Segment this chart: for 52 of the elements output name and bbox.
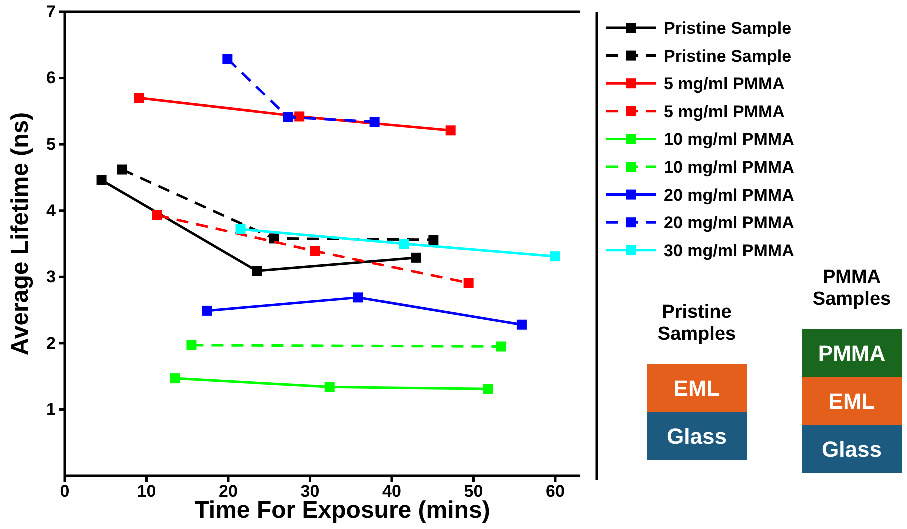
point	[412, 252, 422, 263]
text: Glass	[822, 437, 882, 462]
point	[550, 252, 560, 262]
point	[446, 126, 456, 136]
y-tick-label: 2	[46, 334, 56, 353]
point	[283, 112, 294, 122]
point	[236, 224, 246, 234]
legend-label: Pristine Sample	[664, 46, 792, 66]
legend-label: Pristine Sample	[664, 19, 792, 38]
point	[152, 210, 162, 220]
point	[117, 164, 128, 175]
x-tick-label: 60	[546, 482, 565, 502]
point	[353, 292, 364, 303]
point	[202, 306, 212, 316]
x-tick-label: 0	[60, 482, 70, 502]
point	[310, 246, 320, 256]
point	[516, 320, 527, 330]
y-tick-label: 1	[46, 400, 56, 420]
text: PMMA Samples	[812, 267, 892, 310]
point	[252, 266, 262, 276]
y-tick-label: 4	[46, 201, 57, 220]
text: EML	[828, 389, 876, 414]
y-tick-label: 6	[46, 68, 56, 88]
y-tick-label: 7	[46, 2, 56, 22]
point	[399, 239, 410, 249]
point	[496, 342, 507, 352]
legend-label: 10 mg/ml PMMA	[664, 130, 794, 150]
legend-label: 10 mg/ml PMMA	[664, 158, 794, 177]
y-axis-title: Average Lifetime (ns)	[7, 112, 34, 356]
point	[96, 175, 107, 186]
point	[464, 278, 474, 288]
legend-label: 5 mg/ml PMMA	[664, 102, 785, 122]
point	[294, 112, 305, 122]
y-tick-label: 5	[46, 135, 56, 154]
point	[186, 340, 197, 350]
point	[222, 54, 233, 64]
point	[134, 93, 144, 104]
legend-label: 30 mg/ml PMMA	[664, 241, 794, 260]
point	[428, 235, 439, 246]
legend-label: 20 mg/ml PMMA	[664, 186, 794, 205]
point	[170, 374, 180, 384]
legend-label: 5 mg/ml PMMA	[664, 74, 785, 94]
point	[483, 384, 494, 394]
x-tick-label: 10	[137, 482, 156, 502]
legend-label: 20 mg/ml PMMA	[664, 214, 794, 233]
point	[370, 117, 380, 128]
text: Glass	[667, 424, 727, 449]
text: Pristine Samples	[658, 302, 736, 345]
y-tick-label: 3	[46, 268, 56, 287]
text: EML	[674, 376, 720, 401]
point	[324, 382, 335, 392]
text: PMMA	[818, 341, 886, 366]
